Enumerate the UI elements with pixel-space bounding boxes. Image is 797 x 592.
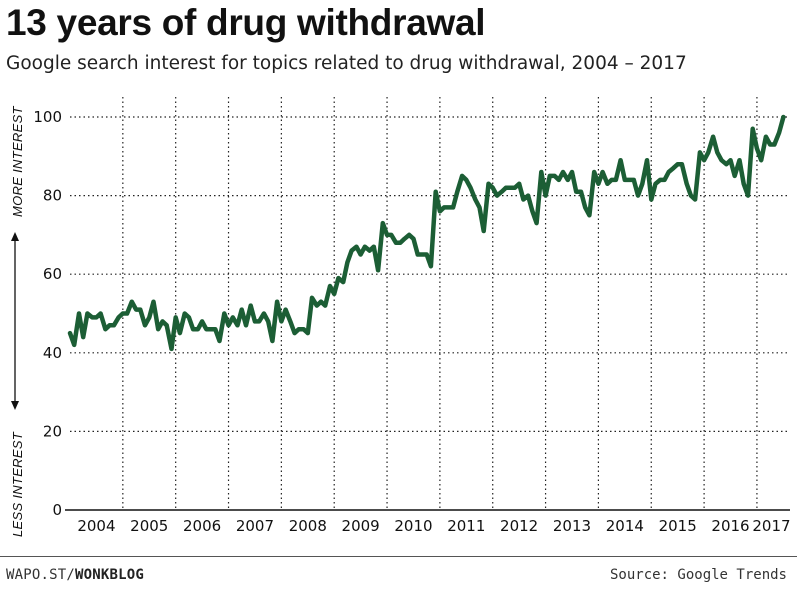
- x-tick-label: 2007: [236, 517, 274, 535]
- x-tick-label: 2012: [500, 517, 538, 535]
- y-tick-label: 20: [43, 422, 62, 440]
- y-tick-label: 80: [43, 187, 62, 205]
- y-tick-label: 0: [52, 501, 62, 519]
- x-tick-label: 2009: [342, 517, 380, 535]
- source-note: Source: Google Trends: [609, 567, 787, 583]
- line-chart: 0 20 40 60 80 100 2004 2005 2006 2007 2008 2009 201…: [10, 97, 791, 537]
- x-tick-label: 2016: [711, 517, 749, 535]
- credit-prefix: WAPO.ST/: [6, 567, 76, 583]
- y-tick-label: 100: [33, 108, 62, 126]
- y-label-more-interest: MORE INTEREST: [10, 105, 25, 217]
- y-tick-label: 40: [43, 344, 62, 362]
- y-axis-direction-labels: MORE INTEREST LESS INTEREST: [10, 105, 25, 537]
- chart-title: 13 years of drug withdrawal: [6, 2, 486, 43]
- footer-divider: [0, 556, 797, 557]
- x-tick-label: 2010: [394, 517, 432, 535]
- credit-link[interactable]: WAPO.ST/WONKBLOG: [6, 567, 144, 583]
- arrow-up-icon: [11, 232, 19, 241]
- x-tick-label: 2008: [289, 517, 327, 535]
- credit-brand: WONKBLOG: [75, 567, 145, 583]
- x-tick-label: 2011: [447, 517, 485, 535]
- y-tick-label: 60: [43, 265, 62, 283]
- y-label-less-interest: LESS INTEREST: [10, 431, 25, 537]
- series-line: [67, 114, 786, 352]
- x-tick-label: 2013: [553, 517, 591, 535]
- x-tick-label: 2017: [752, 517, 790, 535]
- x-tick-label: 2014: [606, 517, 644, 535]
- x-axis-tick-labels: 2004 2005 2006 2007 2008 2009 2010 2011 2012 2013…: [77, 517, 790, 535]
- grid-lines: [70, 97, 790, 510]
- y-axis-tick-labels: 0 20 40 60 80 100: [33, 108, 62, 519]
- chart-subtitle: Google search interest for topics relate…: [6, 53, 687, 74]
- x-tick-label: 2006: [183, 517, 221, 535]
- arrow-down-icon: [11, 401, 19, 410]
- double-arrow-icon: [11, 232, 19, 410]
- x-tick-label: 2005: [130, 517, 168, 535]
- x-tick-label: 2015: [659, 517, 697, 535]
- x-tick-label: 2004: [77, 517, 115, 535]
